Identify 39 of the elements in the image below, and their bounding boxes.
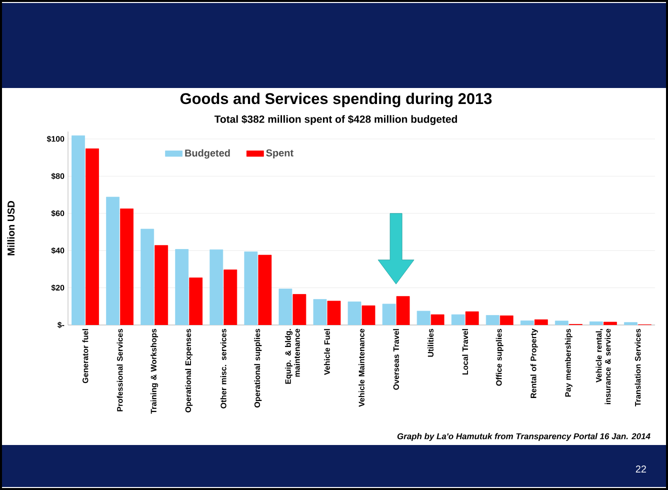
bar [313,299,327,325]
bar [396,296,410,325]
bar [292,294,306,325]
bar [534,319,548,325]
bar [327,300,341,325]
bar [590,321,603,325]
bar [451,314,465,325]
bar [362,305,376,325]
bar [154,245,168,325]
chart-title: Goods and Services spending during 2013 [180,92,492,108]
bar [382,304,396,325]
bar [520,320,534,325]
bar [278,288,292,325]
bar [140,228,154,325]
bar [348,302,362,325]
bar [416,310,430,325]
legend-label: Spent [266,149,294,158]
text: 22 [636,466,646,472]
bar [604,322,617,325]
bar [120,208,134,325]
bar [244,252,258,325]
y-axis-title: Million USD [7,201,15,256]
bar [175,249,189,325]
bar [72,135,85,325]
bar [624,322,638,325]
bar [106,196,120,325]
bar [486,315,500,325]
bar [554,320,568,325]
bar [189,278,203,325]
bar [430,314,444,325]
text: Graph by La'o Hamutuk from Transparency Portal 16 Jan. 2014 [397,433,650,441]
legend-label: Budgeted [185,149,230,159]
chart-subtitle: Total $382 million spent of $428 million budgeted [214,114,457,125]
bar [224,270,238,325]
bar [86,148,99,325]
bar [210,249,224,325]
bar [500,315,514,325]
bar [465,311,479,325]
bar [258,254,272,325]
